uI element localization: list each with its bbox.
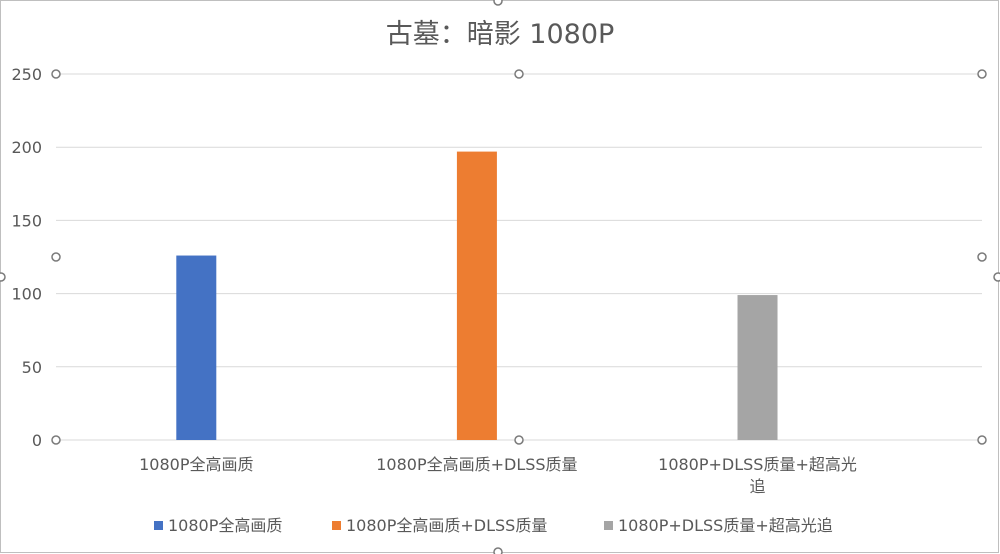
- x-category-label: 1080P+DLSS质量+超高光追: [658, 455, 857, 496]
- resize-handle[interactable]: [0, 272, 6, 282]
- resize-handle[interactable]: [993, 272, 1000, 282]
- legend-label-1: 1080P全高画质: [168, 516, 282, 535]
- legend-swatch-3: [604, 521, 613, 530]
- y-tick-label: 250: [11, 65, 42, 84]
- legend-label-2: 1080P全高画质+DLSS质量: [346, 516, 547, 535]
- legend-swatch-2: [332, 521, 341, 530]
- y-tick-label: 50: [22, 358, 42, 377]
- x-axis-category-labels: 1080P全高画质 1080P全高画质+DLSS质量 1080P+DLSS质量+超高…: [139, 455, 857, 496]
- x-category-label-line: 1080P全高画质: [139, 455, 253, 474]
- resize-handle[interactable]: [977, 252, 987, 262]
- x-category-label-line: 1080P+DLSS质量+超高光: [658, 455, 857, 474]
- resize-handle[interactable]: [514, 69, 524, 79]
- bars: [176, 151, 778, 441]
- y-tick-label: 150: [11, 211, 42, 230]
- x-category-label-line: 追: [750, 477, 766, 496]
- resize-handle[interactable]: [493, 547, 503, 554]
- chart-title: 古墓：暗影 1080P: [386, 19, 615, 50]
- bar-2: [456, 151, 497, 441]
- y-tick-label: 100: [11, 285, 42, 304]
- legend-swatch-1: [154, 521, 163, 530]
- resize-handle[interactable]: [51, 69, 61, 79]
- y-tick-label: 200: [11, 138, 42, 157]
- resize-handle[interactable]: [977, 435, 987, 445]
- legend-label-3: 1080P+DLSS质量+超高光追: [618, 516, 833, 535]
- resize-handle[interactable]: [514, 435, 524, 445]
- x-category-label: 1080P全高画质+DLSS质量: [376, 455, 577, 474]
- resize-handle[interactable]: [51, 252, 61, 262]
- x-category-label-line: 1080P全高画质+DLSS质量: [376, 455, 577, 474]
- y-tick-label: 0: [32, 431, 42, 450]
- x-category-label: 1080P全高画质: [139, 455, 253, 474]
- y-axis-tick-labels: 0 50 100 150 200 250: [11, 65, 42, 450]
- legend: 1080P全高画质 1080P全高画质+DLSS质量 1080P+DLSS质量+超高…: [154, 516, 833, 535]
- resize-handle[interactable]: [493, 0, 503, 6]
- resize-handle[interactable]: [977, 69, 987, 79]
- bar-1: [176, 255, 217, 440]
- bar-3: [737, 295, 778, 440]
- resize-handle[interactable]: [51, 435, 61, 445]
